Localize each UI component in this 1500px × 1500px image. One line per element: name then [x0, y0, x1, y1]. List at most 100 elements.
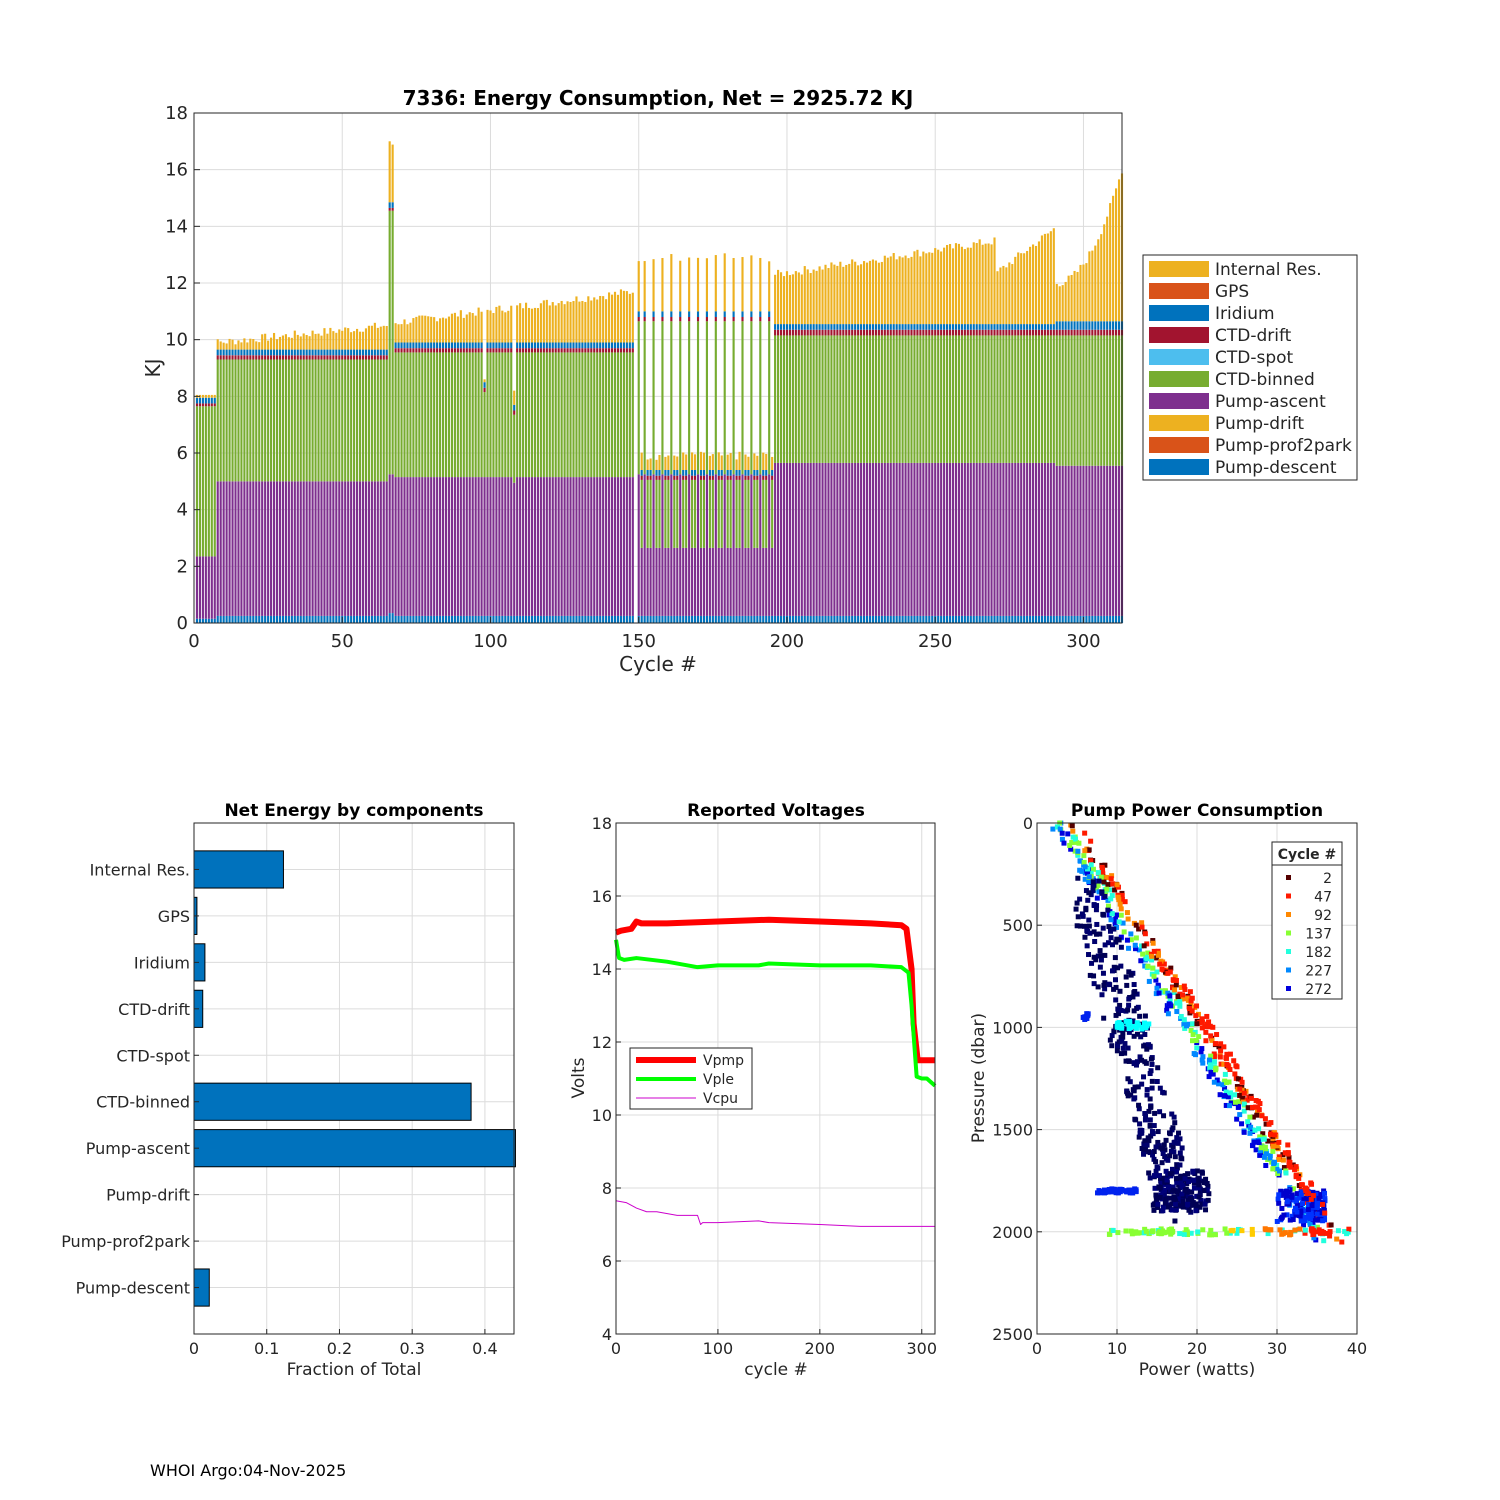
energy-bar-segment	[874, 324, 877, 330]
pump-power-point	[1203, 1038, 1209, 1044]
energy-bar-segment	[824, 324, 827, 330]
energy-bar-segment	[1073, 465, 1076, 616]
energy-bar-segment	[590, 348, 593, 353]
energy-bar-segment	[874, 329, 877, 336]
energy-bar-segment	[358, 331, 362, 350]
energy-bar-segment	[311, 330, 314, 350]
energy-bar-segment	[954, 329, 958, 336]
energy-bar-segment	[1064, 329, 1067, 336]
energy-bar-segment	[904, 335, 907, 463]
energy-bar-segment	[762, 615, 765, 623]
energy-bar-segment	[444, 348, 448, 353]
pump-power-point	[1059, 836, 1065, 842]
pump-power-legend-marker	[1286, 949, 1291, 954]
pump-power-point	[1120, 1020, 1126, 1026]
pump-power-point	[1163, 1168, 1169, 1174]
energy-bar-segment	[225, 355, 228, 360]
energy-bar-segment	[195, 403, 199, 407]
pump-power-point	[1126, 1002, 1132, 1008]
energy-bar-segment	[756, 479, 759, 548]
energy-bar-segment	[613, 342, 617, 349]
energy-bar-segment	[447, 348, 451, 353]
energy-bar-segment	[353, 359, 356, 482]
pump-power-point	[1234, 1230, 1240, 1236]
energy-bar-segment	[673, 470, 676, 476]
energy-bar-segment	[948, 324, 952, 330]
pump-power-point	[1257, 1148, 1263, 1154]
energy-bar-segment	[679, 317, 682, 322]
pump-power-point	[1276, 1139, 1282, 1145]
voltages-xtick-label: 300	[906, 1339, 937, 1358]
energy-bar-segment	[759, 257, 762, 312]
energy-bar-segment	[646, 470, 649, 476]
energy-bar-segment	[631, 477, 634, 616]
energy-bar-segment	[1079, 264, 1082, 322]
energy-bar-segment	[231, 481, 234, 616]
pump-power-point	[1096, 889, 1102, 895]
energy-bar-segment	[886, 615, 889, 623]
pump-power-point	[1142, 931, 1148, 937]
energy-bar-segment	[524, 302, 528, 343]
pump-power-point	[1116, 919, 1122, 925]
energy-bar-segment	[412, 342, 415, 349]
pump-power-point	[1117, 1186, 1123, 1192]
energy-bar-segment	[1088, 335, 1091, 466]
energy-bar-segment	[753, 615, 756, 623]
energy-bar-segment	[394, 615, 397, 623]
energy-bar-segment	[210, 406, 213, 557]
energy-bar-segment	[1082, 264, 1085, 322]
energy-bar-segment	[788, 462, 792, 616]
energy-bar-segment	[453, 342, 456, 349]
pump-power-point	[1100, 871, 1106, 877]
energy-bar-segment	[880, 329, 883, 336]
pump-power-point	[1320, 1201, 1326, 1207]
pump-power-point	[1163, 1137, 1169, 1143]
energy-bar-segment	[652, 474, 655, 616]
energy-bar-segment	[1091, 465, 1094, 616]
energy-bar-segment	[252, 615, 255, 623]
pump-power-point	[1128, 931, 1134, 937]
energy-bar-segment	[883, 255, 886, 325]
pump-power-point	[1193, 1052, 1199, 1058]
energy-bar-segment	[815, 615, 818, 623]
pump-power-point	[1177, 1150, 1183, 1156]
energy-bar-segment	[809, 335, 812, 463]
energy-bar-segment	[599, 477, 602, 616]
energy-bar-segment	[566, 348, 569, 353]
energy-bar-segment	[788, 275, 792, 325]
pump-power-point	[1182, 1187, 1188, 1193]
energy-bar-segment	[314, 355, 317, 360]
pump-power-point	[1221, 1093, 1227, 1099]
pump-power-point	[1132, 988, 1138, 994]
pump-power-point	[1130, 994, 1136, 1000]
energy-bar-segment	[966, 335, 969, 463]
pump-power-point	[1328, 1222, 1334, 1228]
pump-power-point	[1115, 1006, 1121, 1012]
energy-bar-segment	[673, 479, 676, 548]
energy-bar-segment	[978, 329, 981, 336]
pump-power-point	[1125, 1045, 1131, 1051]
energy-bar-segment	[255, 359, 258, 482]
pump-power-point	[1284, 1199, 1290, 1205]
energy-legend-label: CTD-spot	[1215, 348, 1294, 368]
energy-bar-segment	[676, 479, 679, 548]
energy-bar-segment	[204, 394, 207, 398]
energy-bar-segment	[332, 331, 335, 350]
energy-bar-segment	[616, 348, 620, 353]
energy-bar-segment	[857, 324, 860, 330]
energy-bar-segment	[765, 475, 768, 480]
energy-bar-segment	[539, 303, 542, 343]
energy-bar-segment	[774, 462, 777, 616]
net-energy-xtick-label: 0.2	[327, 1339, 352, 1358]
energy-bar-segment	[910, 329, 913, 336]
pump-power-point	[1110, 1227, 1116, 1233]
energy-bar-segment	[673, 455, 676, 470]
energy-bar-segment	[904, 462, 907, 616]
energy-bar-segment	[403, 352, 406, 478]
energy-bar-segment	[987, 462, 990, 616]
pump-power-point	[1139, 1021, 1145, 1027]
pump-power-point	[1171, 1140, 1177, 1146]
energy-bar-segment	[753, 479, 756, 548]
energy-bar-segment	[367, 481, 370, 616]
energy-bar-segment	[367, 615, 370, 623]
